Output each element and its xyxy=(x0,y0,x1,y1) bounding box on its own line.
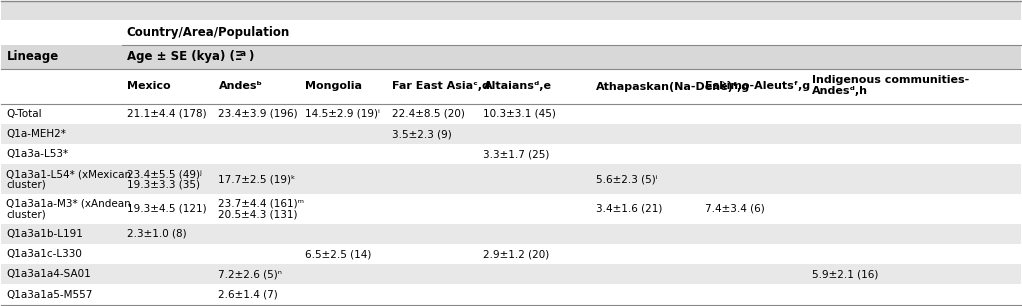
Text: Athapaskan(Na-Denè)ᶠ,g: Athapaskan(Na-Denè)ᶠ,g xyxy=(596,81,750,91)
Text: Q1a3a1a-M3* (xAndean: Q1a3a1a-M3* (xAndean xyxy=(6,199,131,209)
Text: Country/Area/Population: Country/Area/Population xyxy=(127,26,290,39)
Text: cluster): cluster) xyxy=(6,209,46,219)
Bar xyxy=(1,164,1021,194)
Text: Q1a3a1b-L191: Q1a3a1b-L191 xyxy=(6,229,84,239)
Text: Q1a3a1a4-SA01: Q1a3a1a4-SA01 xyxy=(6,269,91,279)
Text: 6.5±2.5 (14): 6.5±2.5 (14) xyxy=(306,249,371,259)
Text: 2.3±1.0 (8): 2.3±1.0 (8) xyxy=(127,229,186,239)
Text: 19.3±4.5 (121): 19.3±4.5 (121) xyxy=(127,204,206,214)
Bar xyxy=(1,69,1021,104)
Bar xyxy=(1,104,1021,124)
Text: ): ) xyxy=(248,50,253,63)
Text: 20.5±4.3 (131): 20.5±4.3 (131) xyxy=(219,209,298,219)
Bar xyxy=(1,284,1021,304)
Text: Far East Asiaᶜ,d: Far East Asiaᶜ,d xyxy=(391,81,490,91)
Text: Andesᵇ: Andesᵇ xyxy=(219,81,263,91)
Text: 3.3±1.7 (25): 3.3±1.7 (25) xyxy=(483,149,550,159)
Text: 23.4±3.9 (196): 23.4±3.9 (196) xyxy=(219,109,298,119)
Bar xyxy=(1,2,1021,20)
Text: Q-Total: Q-Total xyxy=(6,109,42,119)
Text: 7.4±3.4 (6): 7.4±3.4 (6) xyxy=(704,204,764,214)
Text: 5.6±2.3 (5)ⁱ: 5.6±2.3 (5)ⁱ xyxy=(596,174,657,184)
Text: 10.3±3.1 (45): 10.3±3.1 (45) xyxy=(483,109,556,119)
Text: 19.3±3.3 (35): 19.3±3.3 (35) xyxy=(127,179,199,189)
Bar xyxy=(1,44,1021,69)
Text: 22.4±8.5 (20): 22.4±8.5 (20) xyxy=(391,109,465,119)
Text: Mongolia: Mongolia xyxy=(306,81,362,91)
Text: 21.1±4.4 (178): 21.1±4.4 (178) xyxy=(127,109,206,119)
Text: 17.7±2.5 (19)ᵏ: 17.7±2.5 (19)ᵏ xyxy=(219,174,296,184)
Text: a: a xyxy=(240,49,246,58)
Text: Q1a3a1a5-M557: Q1a3a1a5-M557 xyxy=(6,289,93,300)
Text: Q1a-MEH2*: Q1a-MEH2* xyxy=(6,129,66,139)
Bar xyxy=(1,194,1021,224)
Text: Mexico: Mexico xyxy=(127,81,171,91)
Text: 2.6±1.4 (7): 2.6±1.4 (7) xyxy=(219,289,278,300)
Text: 7.2±2.6 (5)ⁿ: 7.2±2.6 (5)ⁿ xyxy=(219,269,282,279)
Text: 23.7±4.4 (161)ᵐ: 23.7±4.4 (161)ᵐ xyxy=(219,199,305,209)
Bar xyxy=(1,20,1021,44)
Text: 3.5±2.3 (9): 3.5±2.3 (9) xyxy=(391,129,452,139)
Text: Altaiansᵈ,e: Altaiansᵈ,e xyxy=(483,81,552,91)
Bar xyxy=(1,124,1021,144)
Text: Andesᵈ,h: Andesᵈ,h xyxy=(811,86,868,96)
Bar xyxy=(1,224,1021,244)
Bar xyxy=(1,244,1021,264)
Text: Indigenous communities-: Indigenous communities- xyxy=(811,75,969,85)
Text: 14.5±2.9 (19)ⁱ: 14.5±2.9 (19)ⁱ xyxy=(306,109,380,119)
Bar xyxy=(1,264,1021,284)
Text: 3.4±1.6 (21): 3.4±1.6 (21) xyxy=(596,204,662,214)
Text: Q1a3a1-L54* (xMexican: Q1a3a1-L54* (xMexican xyxy=(6,169,132,179)
Text: Q1a3a1c-L330: Q1a3a1c-L330 xyxy=(6,249,83,259)
Text: Q1a3a-L53*: Q1a3a-L53* xyxy=(6,149,68,159)
Text: 2.9±1.2 (20): 2.9±1.2 (20) xyxy=(483,249,550,259)
Text: cluster): cluster) xyxy=(6,179,46,189)
Text: 5.9±2.1 (16): 5.9±2.1 (16) xyxy=(811,269,878,279)
Bar xyxy=(1,144,1021,164)
Text: Age ± SE (kya) (Ξ: Age ± SE (kya) (Ξ xyxy=(127,50,242,63)
Text: Lineage: Lineage xyxy=(6,50,58,63)
Text: Eskimo-Aleutsᶠ,g: Eskimo-Aleutsᶠ,g xyxy=(704,81,809,91)
Text: 23.4±5.5 (49)ʲ: 23.4±5.5 (49)ʲ xyxy=(127,169,201,179)
